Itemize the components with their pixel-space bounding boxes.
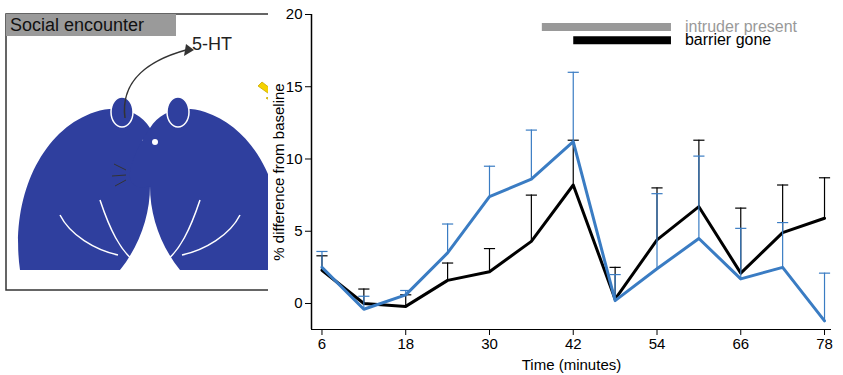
svg-text:5: 5: [294, 222, 302, 239]
svg-text:6: 6: [318, 335, 326, 352]
svg-text:0: 0: [294, 294, 302, 311]
svg-text:78: 78: [816, 335, 833, 352]
svg-text:% difference from baseline: % difference from baseline: [270, 83, 287, 260]
svg-text:10: 10: [286, 150, 303, 167]
svg-text:barrier gone: barrier gone: [685, 31, 771, 48]
svg-text:30: 30: [481, 335, 498, 352]
svg-text:20: 20: [286, 5, 303, 22]
svg-text:15: 15: [286, 78, 303, 95]
svg-text:54: 54: [649, 335, 666, 352]
svg-text:66: 66: [732, 335, 749, 352]
svg-text:18: 18: [397, 335, 414, 352]
svg-text:42: 42: [565, 335, 582, 352]
svg-text:intruder present: intruder present: [685, 18, 797, 36]
svg-text:Social encounter: Social encounter: [10, 15, 144, 35]
svg-text:5-HT: 5-HT: [192, 34, 232, 54]
svg-text:Time (minutes): Time (minutes): [522, 356, 621, 373]
